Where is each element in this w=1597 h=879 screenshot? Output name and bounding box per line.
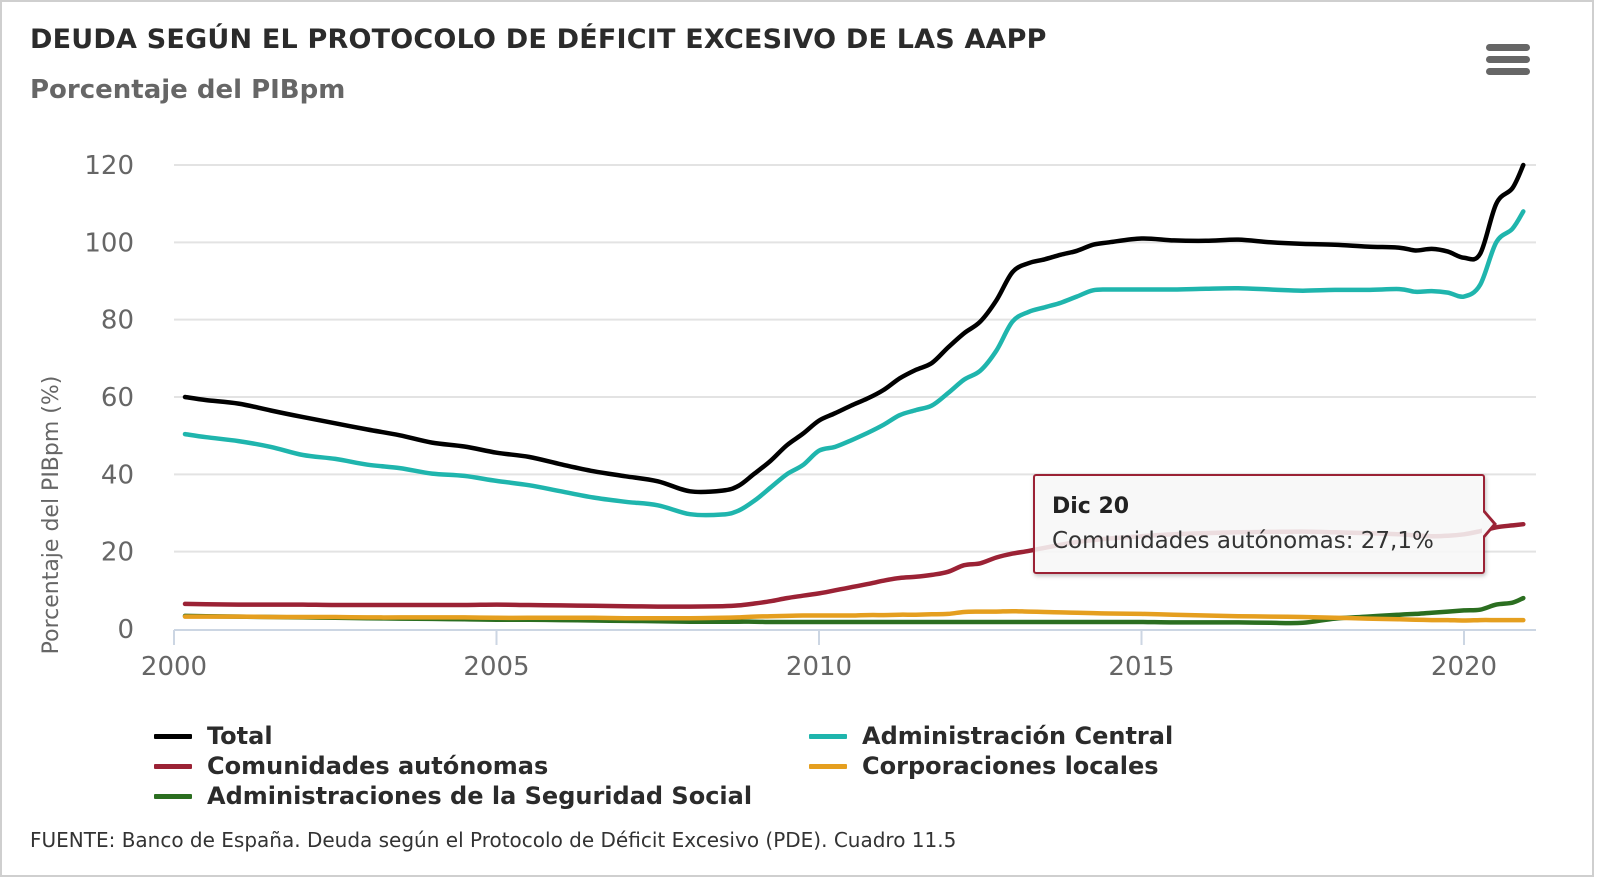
series-line-administracion-central [182, 209, 1526, 518]
legend-label: Corporaciones locales [862, 752, 1159, 780]
tooltip-value: Comunidades autónomas: 27,1% [1052, 528, 1434, 554]
legend-label: Comunidades autónomas [207, 752, 549, 780]
source-note: FUENTE: Banco de España. Deuda según el … [30, 828, 957, 852]
legend-label: Administración Central [862, 722, 1174, 750]
y-axis-label: Porcentaje del PIBpm (%) [39, 376, 64, 655]
y-tick-label: 60 [101, 383, 134, 413]
legend-label: Total [207, 722, 273, 750]
x-tick-label: 2010 [786, 652, 852, 682]
legend: Total Administración Central Comunidades… [152, 722, 1252, 822]
x-tick-label: 2000 [141, 652, 207, 682]
y-axis-ticks: 0 20 40 60 80 100 120 [84, 151, 134, 645]
y-tick-label: 40 [101, 460, 134, 490]
chart-subtitle: Porcentaje del PIBpm [30, 75, 346, 105]
series-line-total [182, 162, 1526, 495]
x-axis-ticks: 2000 2005 2010 2015 2020 [141, 629, 1536, 682]
series-line-corporaciones-locales [182, 608, 1526, 623]
legend-swatch [809, 763, 847, 769]
tooltip: Dic 20 Comunidades autónomas: 27,1% [1033, 474, 1485, 574]
x-tick-label: 2015 [1108, 652, 1174, 682]
legend-swatch [809, 733, 847, 739]
y-tick-label: 120 [84, 151, 134, 181]
menu-bar [1486, 56, 1530, 63]
x-tick-label: 2020 [1431, 652, 1497, 682]
y-tick-label: 0 [117, 615, 134, 645]
menu-bar [1486, 68, 1530, 75]
legend-swatch [154, 733, 192, 739]
legend-item-total[interactable]: Total [154, 722, 273, 750]
y-tick-label: 80 [101, 306, 134, 336]
line-chart: 0 20 40 60 80 100 120 2000 2005 2010 2015 2020 Por… [39, 151, 1536, 682]
y-tick-label: 100 [84, 228, 134, 258]
y-tick-label: 20 [101, 538, 134, 568]
tooltip-date: Dic 20 [1052, 494, 1130, 519]
legend-label: Administraciones de la Seguridad Social [207, 782, 753, 810]
legend-item-seguridad-social[interactable]: Administraciones de la Seguridad Social [154, 782, 752, 810]
tooltip-arrow-inner [1482, 511, 1493, 537]
x-tick-label: 2005 [463, 652, 529, 682]
legend-item-comunidades-autonomas[interactable]: Comunidades autónomas [154, 752, 548, 780]
legend-swatch [154, 763, 192, 769]
menu-bar [1486, 44, 1530, 51]
legend-swatch [154, 793, 192, 799]
chart-title: DEUDA SEGÚN EL PROTOCOLO DE DÉFICIT EXCE… [30, 24, 1047, 55]
hamburger-menu-icon[interactable] [1486, 42, 1532, 78]
legend-item-administracion-central[interactable]: Administración Central [809, 722, 1173, 750]
legend-item-corporaciones-locales[interactable]: Corporaciones locales [809, 752, 1159, 780]
